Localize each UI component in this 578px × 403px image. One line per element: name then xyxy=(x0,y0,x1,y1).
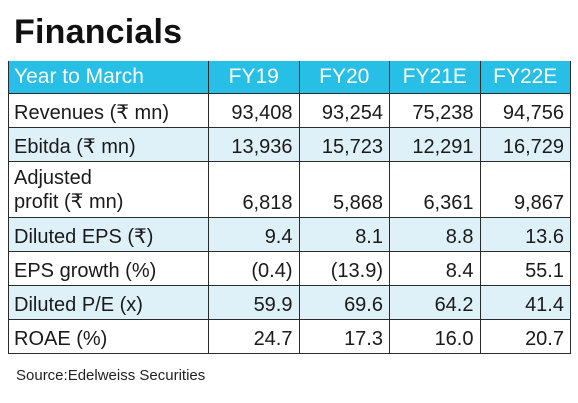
row-label-line2: profit (₹ mn) xyxy=(14,191,124,213)
header-year-to-march: Year to March xyxy=(8,61,209,94)
row-label: EPS growth (%) xyxy=(8,251,209,286)
row-label: Diluted EPS (₹) xyxy=(8,217,209,252)
page-title: Financials xyxy=(14,13,183,51)
cell-value: 64.2 xyxy=(389,285,481,320)
cell-value: (0.4) xyxy=(208,251,300,286)
cell-value: 75,238 xyxy=(389,93,481,128)
cell-value: 59.9 xyxy=(208,285,300,320)
table-row-revenues: Revenues (₹ mn) 93,408 93,254 75,238 94,… xyxy=(8,93,571,128)
cell-value: 13,936 xyxy=(208,127,300,162)
cell-value: 55.1 xyxy=(479,251,571,286)
cell-value: 8.1 xyxy=(298,217,390,252)
cell-value: 41.4 xyxy=(479,285,571,320)
cell-value: 9.4 xyxy=(208,217,300,252)
source-note: Source:Edelweiss Securities xyxy=(16,367,206,384)
cell-value: 9,867 xyxy=(479,161,571,218)
cell-value: 6,361 xyxy=(389,161,481,218)
cell-value: (13.9) xyxy=(298,251,390,286)
cell-value: 24.7 xyxy=(208,319,300,354)
table-row-adjusted-profit: Adjusted profit (₹ mn) 6,818 5,868 6,361 … xyxy=(8,161,571,218)
table-row-diluted-eps: Diluted EPS (₹) 9.4 8.1 8.8 13.6 xyxy=(8,217,571,252)
table-row-roae: ROAE (%) 24.7 17.3 16.0 20.7 xyxy=(8,319,571,354)
cell-value: 6,818 xyxy=(208,161,300,218)
cell-value: 94,756 xyxy=(479,93,571,128)
cell-value: 93,408 xyxy=(208,93,300,128)
cell-value: 20.7 xyxy=(479,319,571,354)
table-row-ebitda: Ebitda (₹ mn) 13,936 15,723 12,291 16,72… xyxy=(8,127,571,162)
cell-value: 17.3 xyxy=(298,319,390,354)
header-fy21e: FY21E xyxy=(389,61,481,94)
cell-value: 15,723 xyxy=(298,127,390,162)
header-fy19: FY19 xyxy=(208,61,300,94)
cell-value: 5,868 xyxy=(298,161,390,218)
cell-value: 8.4 xyxy=(389,251,481,286)
table-row-eps-growth: EPS growth (%) (0.4) (13.9) 8.4 55.1 xyxy=(8,251,571,286)
cell-value: 16.0 xyxy=(389,319,481,354)
row-label: Revenues (₹ mn) xyxy=(8,93,209,128)
row-label: ROAE (%) xyxy=(8,319,209,354)
cell-value: 93,254 xyxy=(298,93,390,128)
row-label: Adjusted profit (₹ mn) xyxy=(8,161,209,218)
header-row: Year to March FY19 FY20 FY21E FY22E xyxy=(8,61,571,94)
cell-value: 16,729 xyxy=(479,127,571,162)
cell-value: 13.6 xyxy=(479,217,571,252)
row-label: Diluted P/E (x) xyxy=(8,285,209,320)
table-row-diluted-pe: Diluted P/E (x) 59.9 69.6 64.2 41.4 xyxy=(8,285,571,320)
cell-value: 8.8 xyxy=(389,217,481,252)
row-label-line1: Adjusted xyxy=(14,167,92,189)
header-fy20: FY20 xyxy=(298,61,390,94)
row-label: Ebitda (₹ mn) xyxy=(8,127,209,162)
cell-value: 12,291 xyxy=(389,127,481,162)
header-fy22e: FY22E xyxy=(479,61,571,94)
cell-value: 69.6 xyxy=(298,285,390,320)
financials-table: Year to March FY19 FY20 FY21E FY22E Reve… xyxy=(8,61,571,354)
